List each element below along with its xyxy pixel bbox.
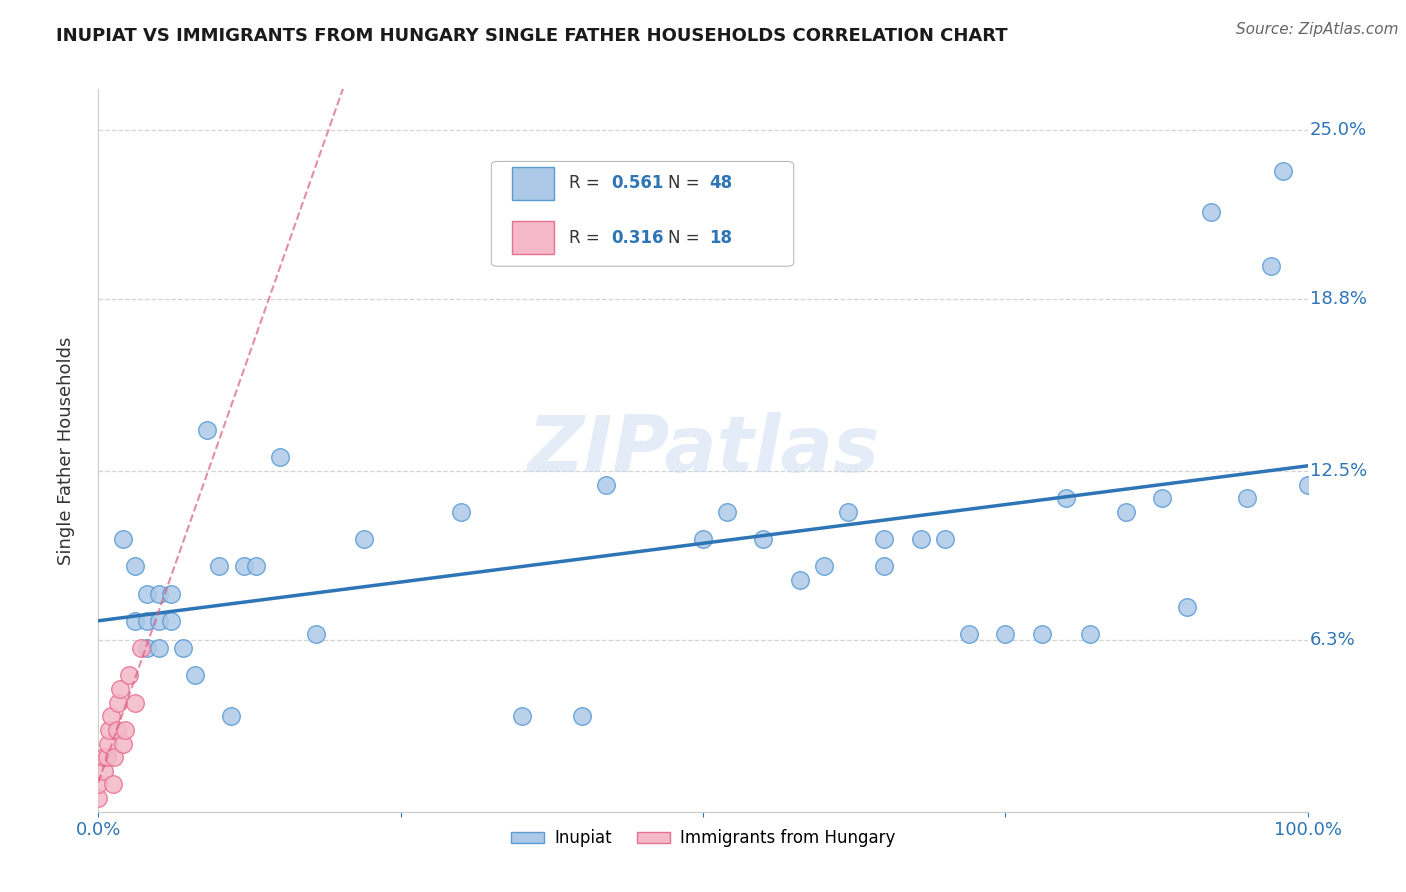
Point bbox=[129, 641, 152, 656]
Legend: Inupiat, Immigrants from Hungary: Inupiat, Immigrants from Hungary bbox=[503, 822, 903, 854]
Point bbox=[873, 559, 896, 574]
Point bbox=[232, 559, 254, 574]
Point bbox=[813, 559, 835, 574]
Text: 12.5%: 12.5% bbox=[1310, 462, 1367, 480]
Text: 48: 48 bbox=[709, 175, 733, 193]
Point bbox=[124, 696, 146, 710]
Point bbox=[1175, 600, 1198, 615]
Point bbox=[172, 641, 194, 656]
Point bbox=[108, 681, 131, 696]
Point bbox=[135, 641, 157, 656]
Point bbox=[160, 614, 183, 628]
FancyBboxPatch shape bbox=[492, 161, 793, 266]
Point bbox=[221, 709, 243, 723]
Point bbox=[135, 614, 157, 628]
Point bbox=[934, 532, 956, 546]
Point bbox=[716, 505, 738, 519]
Point bbox=[1236, 491, 1258, 505]
Point bbox=[118, 668, 141, 682]
Point bbox=[269, 450, 291, 465]
Point bbox=[789, 573, 811, 587]
Point bbox=[148, 641, 170, 656]
Text: Source: ZipAtlas.com: Source: ZipAtlas.com bbox=[1236, 22, 1399, 37]
Point bbox=[353, 532, 375, 546]
Point bbox=[837, 505, 859, 519]
Point bbox=[208, 559, 231, 574]
Point bbox=[135, 586, 157, 600]
Point bbox=[450, 505, 472, 519]
Point bbox=[1152, 491, 1174, 505]
Point bbox=[873, 532, 896, 546]
Point bbox=[245, 559, 267, 574]
Text: 18.8%: 18.8% bbox=[1310, 290, 1367, 308]
Point bbox=[93, 764, 115, 778]
Point bbox=[87, 777, 110, 791]
Text: 25.0%: 25.0% bbox=[1310, 121, 1367, 139]
Point bbox=[100, 709, 122, 723]
Point bbox=[87, 791, 110, 805]
Text: 0.561: 0.561 bbox=[612, 175, 664, 193]
Text: N =: N = bbox=[668, 175, 704, 193]
Text: ZIPatlas: ZIPatlas bbox=[527, 412, 879, 489]
Point bbox=[1054, 491, 1077, 505]
Point bbox=[105, 723, 128, 737]
Point bbox=[184, 668, 207, 682]
Y-axis label: Single Father Households: Single Father Households bbox=[56, 336, 75, 565]
Point bbox=[1078, 627, 1101, 641]
Point bbox=[98, 723, 121, 737]
Point bbox=[1260, 260, 1282, 274]
Bar bbox=[512, 167, 554, 200]
Text: R =: R = bbox=[569, 175, 605, 193]
Point bbox=[692, 532, 714, 546]
Point bbox=[124, 559, 146, 574]
Point bbox=[1031, 627, 1053, 641]
Point bbox=[111, 532, 134, 546]
Point bbox=[103, 750, 125, 764]
Point bbox=[1272, 164, 1295, 178]
Text: 6.3%: 6.3% bbox=[1310, 631, 1355, 649]
Point bbox=[101, 777, 124, 791]
Text: N =: N = bbox=[668, 228, 704, 247]
Point bbox=[305, 627, 328, 641]
Point bbox=[957, 627, 980, 641]
Point bbox=[595, 477, 617, 491]
Point bbox=[111, 737, 134, 751]
Point bbox=[160, 586, 183, 600]
Point bbox=[96, 750, 118, 764]
Text: 0.316: 0.316 bbox=[612, 228, 664, 247]
Text: 18: 18 bbox=[709, 228, 733, 247]
Text: INUPIAT VS IMMIGRANTS FROM HUNGARY SINGLE FATHER HOUSEHOLDS CORRELATION CHART: INUPIAT VS IMMIGRANTS FROM HUNGARY SINGL… bbox=[56, 27, 1008, 45]
Point bbox=[107, 696, 129, 710]
Point bbox=[910, 532, 932, 546]
Point bbox=[510, 709, 533, 723]
Point bbox=[571, 709, 593, 723]
Point bbox=[114, 723, 136, 737]
Point bbox=[1296, 477, 1319, 491]
Point bbox=[93, 750, 115, 764]
Point bbox=[1199, 205, 1222, 219]
Point bbox=[97, 737, 120, 751]
Point bbox=[148, 614, 170, 628]
Point bbox=[195, 423, 218, 437]
Point bbox=[148, 586, 170, 600]
Text: R =: R = bbox=[569, 228, 605, 247]
Bar bbox=[512, 221, 554, 254]
Point bbox=[994, 627, 1017, 641]
Point bbox=[752, 532, 775, 546]
Point bbox=[1115, 505, 1137, 519]
Point bbox=[124, 614, 146, 628]
